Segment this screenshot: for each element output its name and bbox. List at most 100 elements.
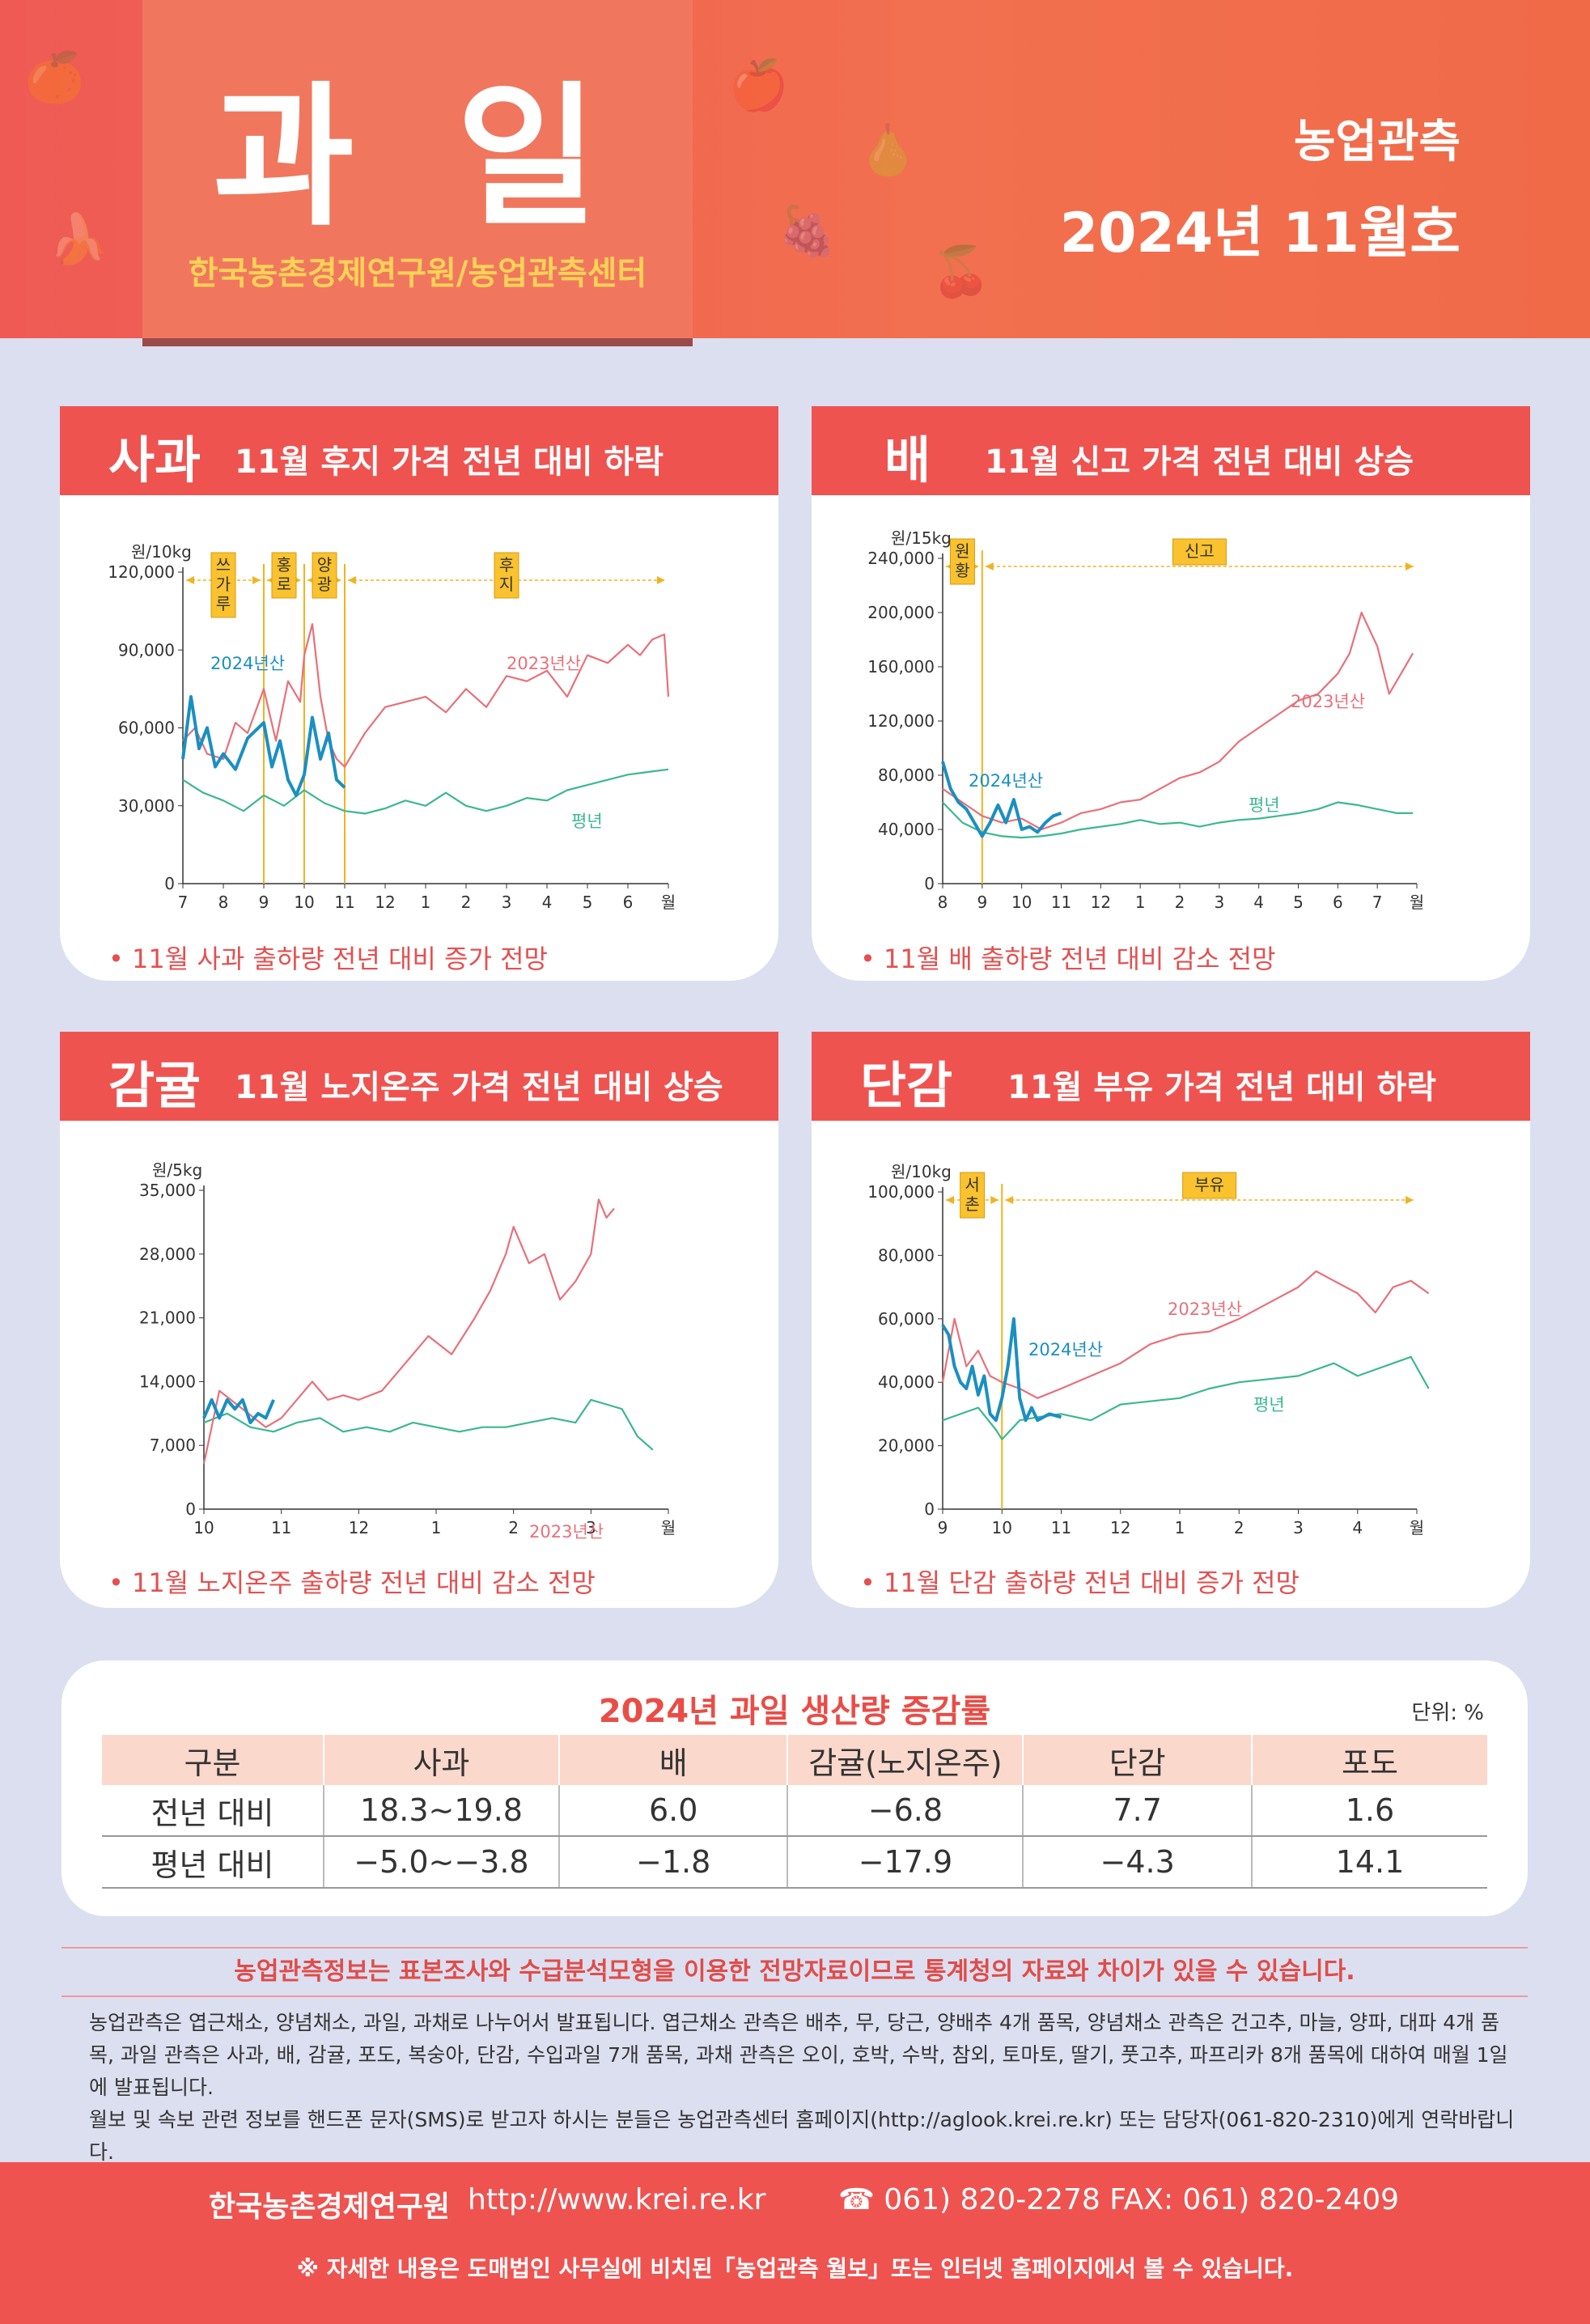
y-tick-label: 120,000 — [108, 562, 175, 582]
series-label: 2023년산 — [1168, 1300, 1242, 1319]
period-label-box — [494, 552, 519, 599]
y-tick-label: 0 — [924, 1499, 935, 1519]
notice-text: 농업관측정보는 표본조사와 수급분석모형을 이용한 전망자료이므로 통계청의 자… — [61, 1947, 1528, 1997]
table-header: 단감 — [1022, 1735, 1252, 1785]
panel-persimmon: 단감 11월 부유 가격 전년 대비 하락 원/10kg 0 20,000 40,00… — [812, 1032, 1530, 1608]
table-row: 평년 대비 −5.0∼−3.8 −1.8 −17.9 −4.3 14.1 — [102, 1836, 1487, 1889]
series-line — [941, 1270, 1430, 1399]
table-cell: 6.0 — [558, 1785, 788, 1837]
y-tick-label: 28,000 — [139, 1245, 196, 1264]
y-tick-label: 100,000 — [867, 1182, 935, 1202]
x-tick-label: 10 — [193, 1518, 214, 1537]
production-table: 구분 사과 배 감귤(노지온주) 단감 포도 전년 대비 18.3∼19.8 6… — [102, 1735, 1487, 1889]
arrow-head-icon — [985, 562, 994, 570]
x-tick-label: 10 — [992, 1518, 1012, 1537]
org-name: 한국농촌경제연구원/농업관측센터 — [188, 255, 647, 292]
panel-note: • 11월 배 출하량 전년 대비 감소 전망 — [860, 944, 1276, 974]
series-label: 평년 — [1253, 1395, 1285, 1414]
period-label: 가 — [216, 575, 231, 594]
arrow-head-icon — [252, 576, 261, 584]
x-tick-label: 3 — [1214, 893, 1224, 912]
persimmon-price-chart: 원/10kg 0 20,000 40,000 60,000 80,000 100,000 9 1… — [867, 1162, 1430, 1537]
table-header-row: 구분 사과 배 감귤(노지온주) 단감 포도 — [102, 1735, 1487, 1785]
x-tick-label: 3 — [1293, 1518, 1304, 1537]
panel-subtitle: 11월 신고 가격 전년 대비 상승 — [985, 443, 1414, 481]
period-label: 부유 — [1194, 1175, 1224, 1194]
page-title: 과 일 — [213, 68, 622, 247]
panel-note: • 11월 노지온주 출하량 전년 대비 감소 전망 — [108, 1567, 596, 1598]
x-tick-label: 11 — [1051, 1518, 1071, 1537]
table-row: 전년 대비 18.3∼19.8 6.0 −6.8 7.7 1.6 — [102, 1785, 1487, 1837]
x-tick-label: 4 — [1253, 893, 1264, 912]
x-tick-label: 2 — [1175, 893, 1185, 912]
table-cell: −17.9 — [787, 1836, 1024, 1889]
period-label: 홍 — [277, 555, 291, 575]
panel-name: 감귤 — [108, 1056, 201, 1115]
x-tick-label: 월 — [1410, 893, 1424, 912]
table-cell: 7.7 — [1022, 1785, 1252, 1837]
x-tick-label: 2 — [508, 1518, 519, 1537]
series-line — [203, 1398, 654, 1451]
arrow-head-icon — [1406, 1196, 1414, 1204]
production-table-card: 2024년 과일 생산량 증감률 단위: % 구분 사과 배 감귤(노지온주) … — [61, 1660, 1528, 1916]
panel-name: 배 — [884, 430, 931, 490]
series-label: 평년 — [571, 812, 603, 831]
x-tick-label: 12 — [349, 1518, 369, 1537]
cherry-deco-icon: 🍒 — [931, 244, 991, 300]
y-tick-label: 90,000 — [118, 640, 175, 659]
panel-header: 감귤 11월 노지온주 가격 전년 대비 상승 — [60, 1032, 778, 1121]
x-tick-label: 9 — [938, 1518, 948, 1537]
x-tick-label: 2 — [1234, 1518, 1244, 1537]
x-tick-label: 3 — [586, 1518, 596, 1537]
table-cell: 14.1 — [1250, 1836, 1487, 1889]
y-tick-label: 160,000 — [867, 657, 935, 676]
x-tick-label: 10 — [294, 893, 314, 912]
issue-label: 2024년 11월호 — [1059, 201, 1461, 265]
footer: 한국농촌경제연구원 http://www.krei.re.kr ☎ 061) 8… — [0, 2162, 1590, 2324]
period-label: 지 — [499, 575, 514, 594]
table-cell: 전년 대비 — [102, 1785, 324, 1837]
period-label: 광 — [317, 575, 332, 594]
series-label: 농업관측 — [1293, 116, 1461, 168]
panel-apple: 사과 11월 후지 가격 전년 대비 하락 원/10kg 0 30,000 60,00… — [60, 406, 778, 981]
series-line — [202, 1198, 615, 1464]
footer-url-link[interactable]: http://www.krei.re.kr — [468, 2183, 766, 2216]
period-label-box — [271, 552, 297, 599]
pear-deco-icon: 🍐 — [858, 122, 918, 179]
y-tick-label: 35,000 — [139, 1181, 196, 1200]
y-tick-label: 7,000 — [150, 1436, 196, 1455]
series-label: 평년 — [1249, 795, 1280, 815]
x-tick-label: 월 — [1410, 1518, 1424, 1537]
table-cell: −4.3 — [1022, 1836, 1252, 1889]
y-tick-label: 240,000 — [867, 549, 935, 568]
apple-deco-icon: 🍎 — [728, 57, 789, 114]
x-tick-label: 9 — [977, 893, 987, 912]
period-label: 서 — [965, 1175, 979, 1194]
footer-note: ※ 자세한 내용은 도매법인 사무실에 비치된「농업관측 월보」또는 인터넷 홈… — [296, 2255, 1294, 2282]
table-cell: 1.6 — [1250, 1785, 1487, 1837]
period-label-box — [960, 1172, 986, 1219]
table-cell: 18.3∼19.8 — [322, 1785, 559, 1837]
series-label: 2024년산 — [969, 771, 1043, 791]
x-tick-label: 월 — [661, 893, 676, 912]
y-tick-label: 80,000 — [878, 1245, 935, 1265]
panel-note: • 11월 사과 출하량 전년 대비 증가 전망 — [108, 944, 548, 974]
x-tick-label: 5 — [1293, 893, 1304, 912]
panel-subtitle: 11월 노지온주 가격 전년 대비 상승 — [235, 1069, 723, 1106]
period-label-box — [1172, 538, 1227, 566]
x-tick-label: 1 — [421, 893, 431, 912]
arrow-head-icon — [1005, 1196, 1014, 1204]
x-tick-label: 8 — [938, 893, 948, 912]
series-line — [182, 768, 669, 815]
table-header: 감귤(노지온주) — [787, 1735, 1024, 1785]
x-tick-label: 8 — [218, 893, 229, 912]
x-tick-label: 12 — [1091, 893, 1111, 912]
period-label-box — [210, 552, 236, 618]
grape-deco-icon: 🍇 — [777, 203, 837, 260]
table-header: 사과 — [322, 1735, 559, 1785]
x-tick-label: 11 — [1051, 893, 1071, 912]
y-tick-label: 21,000 — [139, 1308, 196, 1328]
period-label: 촌 — [965, 1194, 979, 1214]
period-label-box — [949, 538, 975, 585]
x-tick-label: 6 — [623, 893, 634, 912]
